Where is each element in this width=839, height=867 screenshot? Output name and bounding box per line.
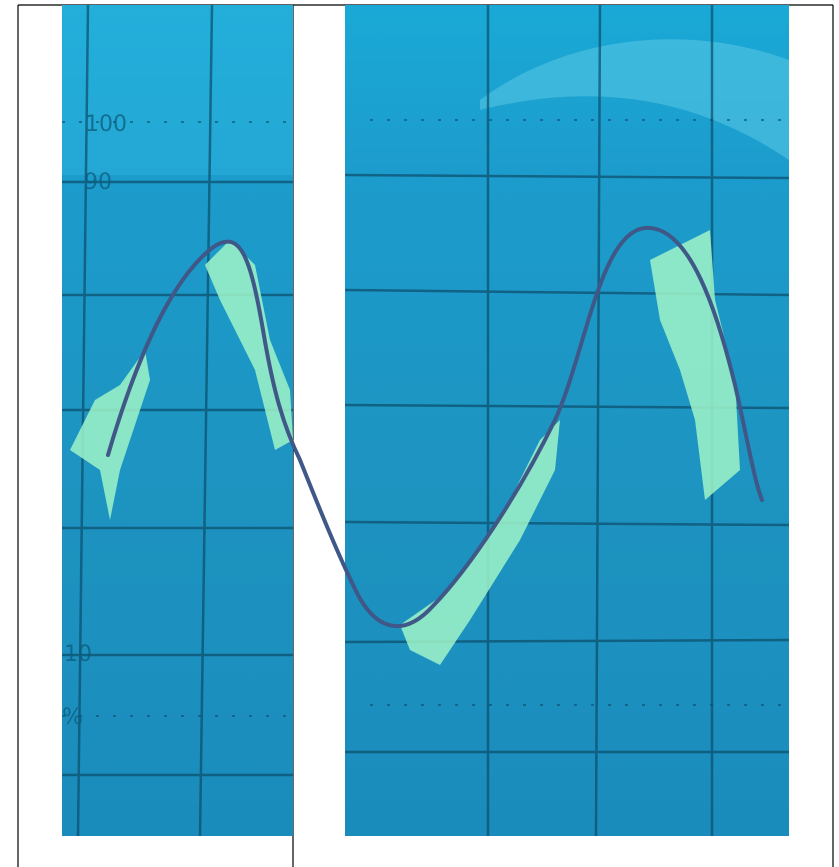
graticule-label: 100 <box>85 112 127 137</box>
drawn-curve <box>106 225 764 629</box>
oscilloscope-photo-right <box>345 5 789 836</box>
graticule-label: 10 <box>64 642 92 667</box>
oscilloscope-photo-left: 100 90 10 % <box>62 5 293 836</box>
graticule-label: 90 <box>84 170 112 195</box>
graticule-label: % <box>62 705 83 730</box>
